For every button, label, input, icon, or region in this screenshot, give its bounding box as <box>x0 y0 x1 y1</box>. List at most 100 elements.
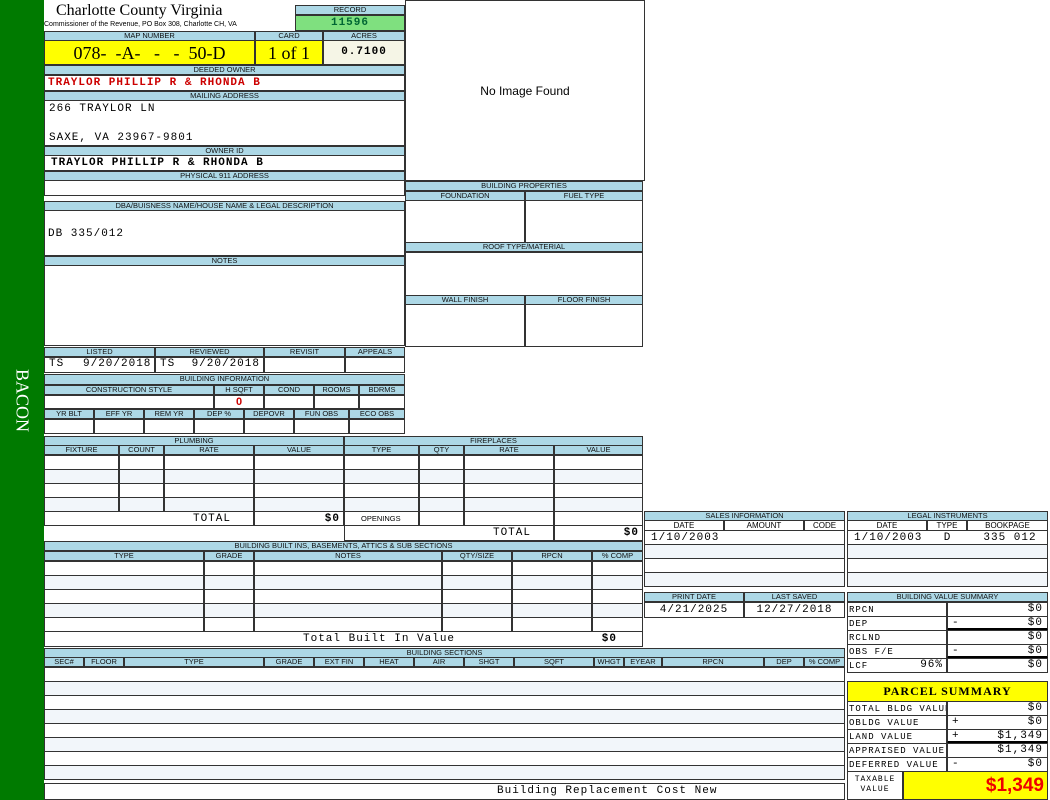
fireplaces-cell <box>344 483 419 498</box>
fireplaces-col-3: VALUE <box>554 445 643 455</box>
section-row <box>44 737 845 752</box>
sections-col-13: % COMP <box>804 657 845 667</box>
fireplaces-cell <box>419 497 464 512</box>
rooms-label: ROOMS <box>314 385 359 395</box>
foundation-value <box>405 200 525 243</box>
card-number: 1 of 1 <box>255 40 323 65</box>
built-ins-col-2: NOTES <box>254 551 442 561</box>
built-ins-cell <box>592 603 643 618</box>
sections-col-1: FLOOR <box>84 657 124 667</box>
parcel-summary-amount: $1,349 <box>997 730 1043 742</box>
built-ins-cell <box>512 617 592 632</box>
value-summary-sign: - <box>952 617 960 629</box>
fireplaces-col-2: RATE <box>464 445 554 455</box>
plumbing-cell <box>254 497 344 512</box>
cond-value <box>264 395 314 409</box>
taxable-value-label: TAXABLE VALUE <box>847 771 903 800</box>
parcel-summary-amount: $0 <box>1027 702 1043 714</box>
built-ins-label: BUILDING BUILT INS, BASEMENTS, ATTICS & … <box>44 541 643 551</box>
value-summary-label: RPCN <box>847 602 947 617</box>
value-summary-amount: $0 <box>1027 645 1043 657</box>
remyr-value <box>144 419 194 434</box>
dep-label: DEP % <box>194 409 244 419</box>
built-ins-total-label: Total Built In Value <box>303 633 456 645</box>
section-row <box>44 681 845 696</box>
sections-col-3: GRADE <box>264 657 314 667</box>
fireplace-total-label: TOTAL <box>344 525 554 541</box>
built-ins-total-row <box>44 631 643 647</box>
effyr-value <box>94 419 144 434</box>
built-ins-cell <box>254 617 442 632</box>
built-ins-cell <box>254 603 442 618</box>
fireplace-openings-value <box>554 511 643 526</box>
mailing-address-box <box>44 100 405 146</box>
building-properties-label: BUILDING PROPERTIES <box>405 181 643 191</box>
sections-col-6: AIR <box>414 657 464 667</box>
legal-type: D <box>943 532 952 544</box>
physical-address <box>44 180 405 196</box>
hsqft-label: H SQFT <box>214 385 264 395</box>
legal-bookpage: 335 012 <box>983 532 1037 544</box>
fireplaces-cell <box>419 483 464 498</box>
built-ins-cell <box>512 575 592 590</box>
built-ins-cell <box>254 575 442 590</box>
legal-row <box>847 558 1048 573</box>
record-number: 11596 <box>295 15 405 31</box>
legal-row <box>847 572 1048 587</box>
built-ins-cell <box>204 561 254 576</box>
section-row <box>44 709 845 724</box>
plumbing-col-3: VALUE <box>254 445 344 455</box>
parcel-image: No Image Found <box>405 0 645 181</box>
owner-id: TRAYLOR PHILLIP R & RHONDA B <box>44 155 405 171</box>
built-ins-cell <box>44 603 204 618</box>
fireplaces-cell <box>554 469 643 484</box>
fireplaces-cell <box>344 497 419 512</box>
funobs-value <box>294 419 349 434</box>
acres-value: 0.7100 <box>323 40 405 65</box>
bdrms-label: BDRMS <box>359 385 405 395</box>
section-row <box>44 751 845 766</box>
plumbing-total-label: TOTAL <box>44 511 254 526</box>
plumbing-col-0: FIXTURE <box>44 445 119 455</box>
county-title: Charlotte County Virginia <box>56 2 223 19</box>
sections-col-4: EXT FIN <box>314 657 364 667</box>
appeals-value <box>345 357 405 373</box>
built-ins-cell <box>592 589 643 604</box>
listed-value <box>44 357 155 373</box>
fireplaces-cell <box>464 483 554 498</box>
yrblt-label: YR BLT <box>44 409 94 419</box>
print-date: 4/21/2025 <box>644 602 744 618</box>
roof-type-label: ROOF TYPE/MATERIAL <box>405 242 643 252</box>
fireplace-openings <box>419 511 464 526</box>
fuel-type-value <box>525 200 643 243</box>
sections-col-11: RPCN <box>662 657 764 667</box>
plumbing-cell <box>164 455 254 470</box>
built-ins-col-4: RPCN <box>512 551 592 561</box>
built-ins-cell <box>512 561 592 576</box>
reviewed-label: REVIEWED <box>155 347 264 357</box>
sales-date: 1/10/2003 <box>651 532 720 544</box>
built-ins-cell <box>592 561 643 576</box>
revisit-value <box>264 357 345 373</box>
listed-label: LISTED <box>44 347 155 357</box>
built-ins-cell <box>442 603 512 618</box>
funobs-label: FUN OBS <box>294 409 349 419</box>
reviewed-by: TS <box>160 358 176 370</box>
plumbing-cell <box>119 455 164 470</box>
built-ins-cell <box>204 589 254 604</box>
sections-col-9: WHGT <box>594 657 624 667</box>
fireplaces-cell <box>344 469 419 484</box>
yrblt-value <box>44 419 94 434</box>
built-ins-cell <box>254 589 442 604</box>
lcf-percent: 96% <box>920 659 943 671</box>
built-ins-cell <box>592 617 643 632</box>
plumbing-cell <box>254 483 344 498</box>
value-summary-amount: $0 <box>1027 617 1043 629</box>
plumbing-cell <box>119 497 164 512</box>
value-summary-amount: $0 <box>1027 631 1043 643</box>
taxable-value: $1,349 <box>903 771 1048 800</box>
fireplaces-cell <box>464 469 554 484</box>
dba-value: DB 335/012 <box>44 210 405 256</box>
value-summary-amount-cell <box>947 658 1048 673</box>
built-ins-cell <box>44 589 204 604</box>
